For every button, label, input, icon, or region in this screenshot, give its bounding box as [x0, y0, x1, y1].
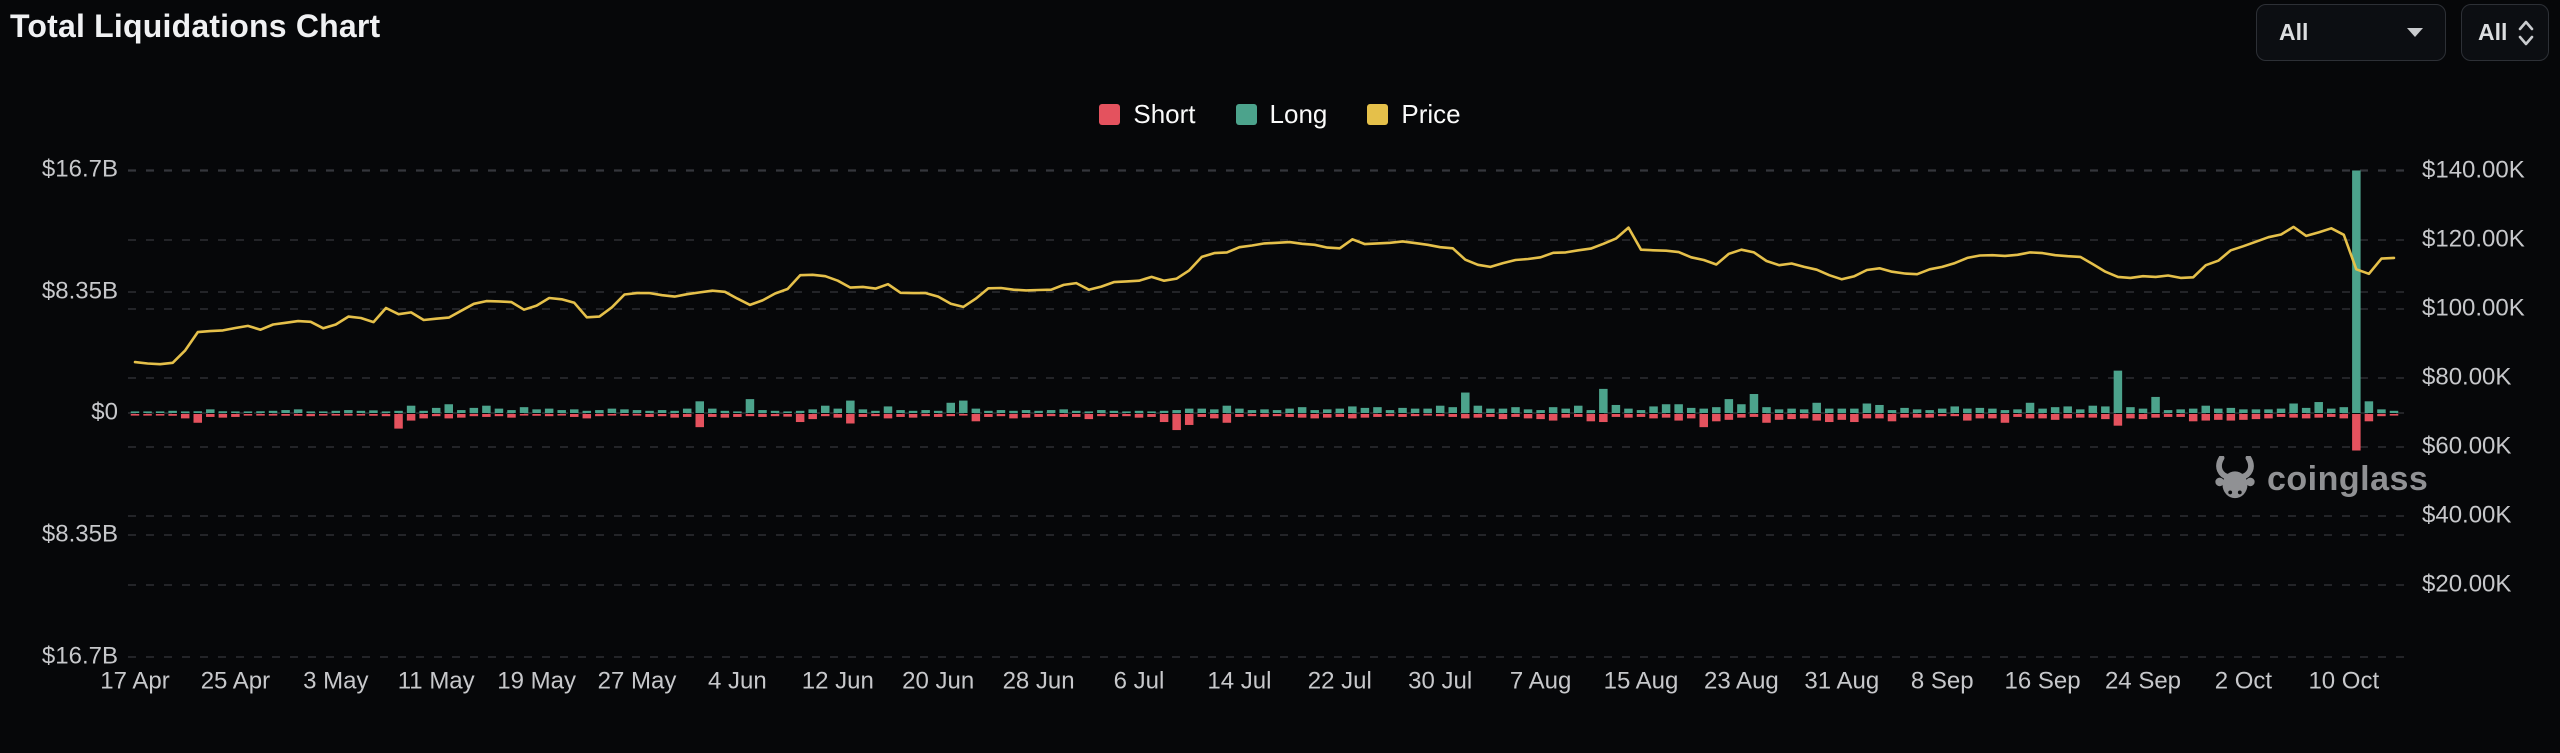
- svg-text:22 Jul: 22 Jul: [1308, 667, 1372, 694]
- svg-text:$16.7B: $16.7B: [42, 155, 118, 182]
- legend-swatch-price: [1367, 104, 1389, 125]
- svg-text:14 Jul: 14 Jul: [1207, 667, 1271, 694]
- page-title: Total Liquidations Chart: [10, 8, 381, 44]
- chevron-updown-icon: [2518, 20, 2534, 45]
- svg-text:10 Oct: 10 Oct: [2308, 667, 2379, 694]
- watermark: coinglass: [2212, 456, 2428, 502]
- short-bars: [130, 414, 2399, 451]
- svg-text:23 Aug: 23 Aug: [1704, 667, 1779, 694]
- legend-item-price[interactable]: Price: [1367, 99, 1461, 130]
- x-axis-labels: 17 Apr 25 Apr 3 May 11 May 19 May 27 May 4 Jun…: [100, 667, 2379, 694]
- svg-text:$16.7B: $16.7B: [42, 642, 118, 669]
- interval-dropdown[interactable]: All: [2256, 4, 2446, 61]
- svg-text:6 Jul: 6 Jul: [1114, 667, 1165, 694]
- svg-text:$8.35B: $8.35B: [42, 277, 118, 304]
- svg-text:12 Jun: 12 Jun: [802, 667, 874, 694]
- svg-text:20 Jun: 20 Jun: [902, 667, 974, 694]
- legend-swatch-short: [1099, 104, 1121, 125]
- symbol-dropdown[interactable]: All: [2461, 4, 2549, 61]
- svg-text:17 Apr: 17 Apr: [100, 667, 169, 694]
- legend-label-long: Long: [1269, 99, 1328, 129]
- coinglass-bull-icon: [2215, 456, 2255, 499]
- legend-item-short[interactable]: Short: [1099, 99, 1196, 130]
- svg-text:27 May: 27 May: [598, 667, 677, 694]
- svg-text:$80.00K: $80.00K: [2422, 363, 2511, 390]
- legend-label-price: Price: [1401, 99, 1461, 129]
- chevron-down-icon: [2407, 28, 2423, 37]
- svg-text:$100.00K: $100.00K: [2422, 294, 2525, 321]
- symbol-dropdown-value: All: [2478, 19, 2508, 45]
- svg-text:24 Sep: 24 Sep: [2105, 667, 2181, 694]
- svg-text:31 Aug: 31 Aug: [1804, 667, 1879, 694]
- legend: Short Long Price: [0, 99, 2560, 130]
- left-axis-labels: $16.7B $8.35B $0 $8.35B $16.7B: [42, 155, 118, 669]
- interval-dropdown-value: All: [2279, 19, 2309, 45]
- svg-text:28 Jun: 28 Jun: [1003, 667, 1075, 694]
- svg-text:7 Aug: 7 Aug: [1510, 667, 1571, 694]
- svg-text:11 May: 11 May: [398, 667, 475, 694]
- long-bars: [130, 170, 2399, 413]
- legend-swatch-long: [1235, 104, 1257, 125]
- svg-text:$60.00K: $60.00K: [2422, 432, 2511, 459]
- svg-text:30 Jul: 30 Jul: [1408, 667, 1472, 694]
- svg-text:4 Jun: 4 Jun: [708, 667, 767, 694]
- svg-text:19 May: 19 May: [497, 667, 576, 694]
- svg-text:3 May: 3 May: [303, 667, 368, 694]
- legend-item-long[interactable]: Long: [1235, 99, 1328, 130]
- svg-text:$120.00K: $120.00K: [2422, 225, 2525, 252]
- svg-text:$140.00K: $140.00K: [2422, 156, 2525, 183]
- svg-text:$0: $0: [91, 398, 118, 425]
- watermark-text: coinglass: [2267, 459, 2429, 498]
- svg-text:$8.35B: $8.35B: [42, 520, 118, 547]
- svg-text:15 Aug: 15 Aug: [1604, 667, 1679, 694]
- right-axis-labels: $140.00K $120.00K $100.00K $80.00K $60.00K $4…: [2422, 156, 2525, 597]
- svg-text:2 Oct: 2 Oct: [2215, 667, 2273, 694]
- svg-text:$40.00K: $40.00K: [2422, 501, 2511, 528]
- grid-lines: [128, 169, 2408, 658]
- svg-text:25 Apr: 25 Apr: [201, 667, 270, 694]
- price-line: [133, 225, 2396, 366]
- legend-label-short: Short: [1133, 99, 1196, 129]
- svg-text:8 Sep: 8 Sep: [1911, 667, 1974, 694]
- svg-text:16 Sep: 16 Sep: [2005, 667, 2081, 694]
- svg-text:$20.00K: $20.00K: [2422, 570, 2511, 597]
